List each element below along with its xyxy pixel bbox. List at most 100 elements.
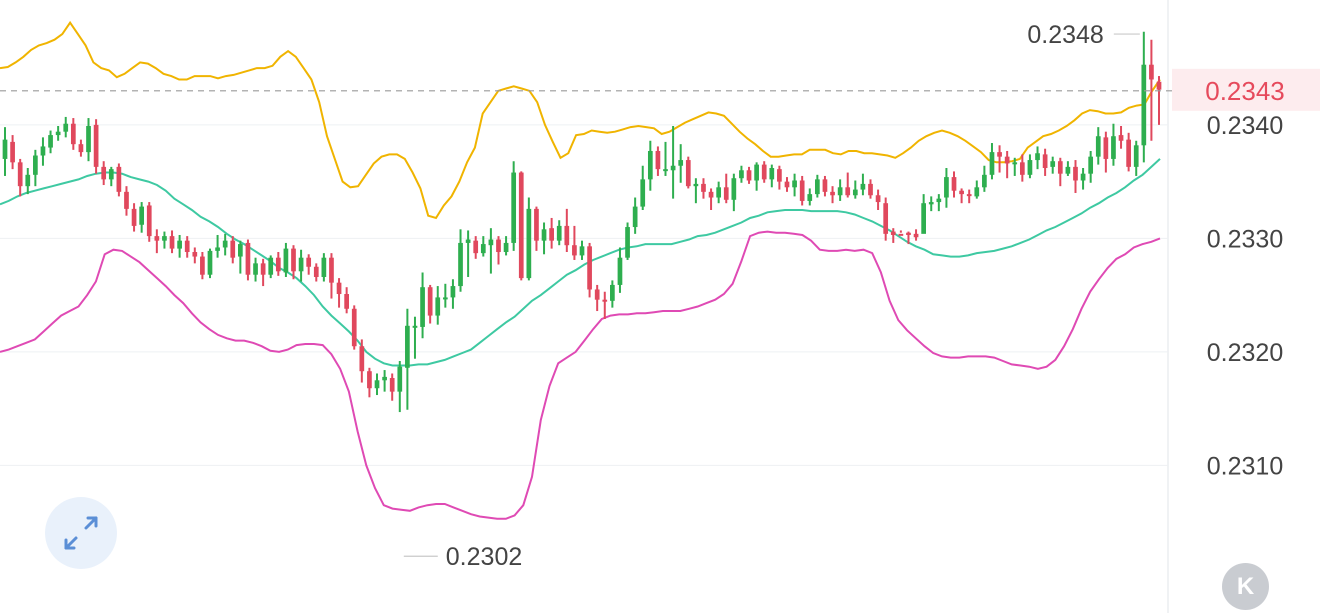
candle-body [602,299,608,302]
candle [822,175,828,197]
candle [1035,146,1040,170]
candle-body [587,246,592,290]
candle [1111,123,1116,166]
candle [746,166,752,184]
candle [617,247,623,293]
candle-body [1133,145,1139,167]
candle-body [777,169,782,182]
candle-body [1012,162,1018,165]
candle-body [534,208,539,241]
candle [435,286,441,325]
expand-arrows-icon [64,516,98,550]
candle-body [868,183,873,196]
candle-body [177,240,182,249]
candle-body [936,198,942,203]
candle [184,236,190,258]
candle-body [291,248,296,272]
candle-body [1035,153,1040,161]
candle-body [837,187,843,196]
candle-body [367,371,372,389]
k-button[interactable]: K [1222,563,1269,610]
candle [852,180,858,199]
candle [382,370,387,392]
candle-body [427,287,433,316]
candle-body [442,297,448,300]
expand-chart-button[interactable] [45,497,117,569]
candle [207,248,213,279]
candle [625,222,630,260]
candle-body [200,256,205,275]
candle-body [1073,166,1078,181]
candle-body [830,191,835,196]
candle-body [283,248,289,273]
candle [442,283,448,308]
candle [761,161,767,183]
candle-body [33,155,38,175]
candle [480,236,486,257]
candle [1103,131,1109,173]
candle [549,217,554,249]
candle [420,272,425,339]
candle-body [359,346,365,372]
candle-body [708,191,714,198]
candle-body [222,240,228,248]
candle [769,164,775,188]
candle-body [344,294,349,309]
candle [898,230,904,236]
candle-body [632,206,638,228]
candle-body [640,179,646,207]
candle [215,234,220,258]
y-axis: 0.2340 0.2330 0.2320 0.2310 [1207,112,1283,481]
candle [815,174,820,198]
candle-body [625,227,630,258]
candle-body [321,257,327,277]
candle-body [556,225,562,241]
candle [268,255,274,279]
candle-body [526,208,532,279]
high-price-label: 0.2348 [1027,21,1103,49]
candle [17,158,23,197]
candle-body [412,325,418,328]
candle-body [921,203,926,234]
candle-body [458,242,463,287]
candle [222,233,228,256]
candle [875,189,881,211]
candle [708,188,714,211]
candle-body [450,286,456,298]
y-tick-label: 0.2340 [1207,112,1283,140]
candle [101,161,107,186]
candle-body [928,202,934,205]
candle-body [329,257,334,283]
candle-body [1149,64,1154,80]
candle-body [799,180,805,201]
candle [610,280,615,308]
candle-body [1156,81,1162,90]
candle [716,181,722,204]
candle [541,222,547,255]
candle [564,208,570,253]
candle-body [78,144,84,153]
candle [663,141,668,176]
candle [389,373,395,401]
candle [139,202,145,233]
candle [40,137,46,166]
candle-body [898,233,904,236]
candle-body [564,225,570,246]
candle [238,240,243,274]
candle-body [465,239,471,243]
candle-body [1080,173,1086,181]
candle [754,162,759,191]
candle-body [25,174,31,187]
candle [1073,160,1078,193]
candle [997,145,1002,173]
candle [374,373,380,396]
candle-body [192,252,198,257]
candle [701,178,706,199]
candle [230,236,236,264]
candle-body [86,126,91,153]
candle [982,165,987,192]
middle-band-line [0,158,1161,367]
candle [321,253,327,282]
candle-body [890,231,896,235]
candle-body [268,257,274,275]
